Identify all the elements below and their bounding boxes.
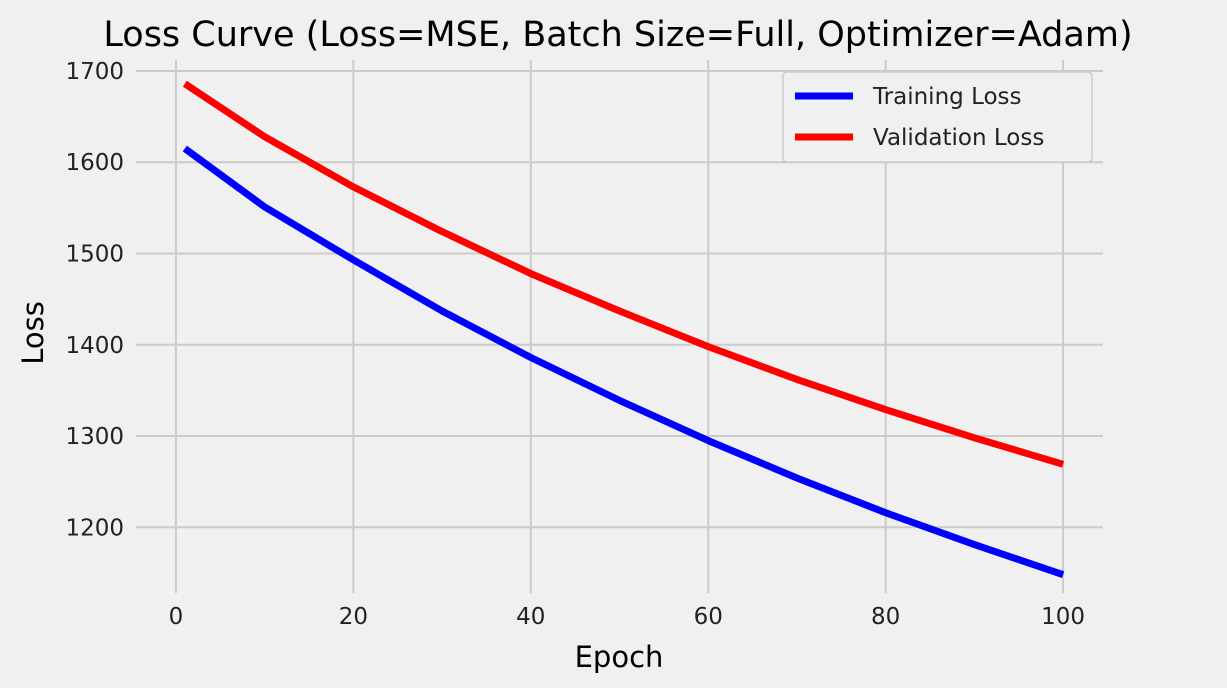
- x-tick-label: 0: [169, 604, 184, 630]
- y-tick-label: 1400: [65, 333, 124, 359]
- y-axis-label: Loss: [16, 301, 50, 365]
- y-tick-label: 1500: [65, 241, 124, 267]
- x-tick-label: 60: [694, 604, 723, 630]
- legend-box: [782, 71, 1093, 163]
- tick-labels: 0 20 40 60 80 100 1200 1300 1400 1500 1600 1700: [65, 59, 1085, 630]
- x-tick-label: 80: [871, 604, 900, 630]
- y-tick-label: 1300: [65, 424, 124, 450]
- series-lines: [182, 80, 1065, 579]
- x-tick-label: 20: [339, 604, 368, 630]
- x-tick-label: 40: [516, 604, 545, 630]
- legend-label: Training Loss: [872, 84, 1022, 110]
- legend: Training Loss Validation Loss: [782, 71, 1093, 163]
- y-tick-label: 1700: [65, 59, 124, 85]
- y-tick-label: 1200: [65, 515, 124, 541]
- x-axis-label: Epoch: [575, 640, 664, 674]
- y-tick-label: 1600: [65, 150, 124, 176]
- legend-label: Validation Loss: [873, 125, 1044, 151]
- x-tick-label: 100: [1041, 604, 1085, 630]
- chart-title: Loss Curve (Loss=MSE, Batch Size=Full, O…: [103, 15, 1132, 55]
- series-line-training-loss: [182, 145, 1065, 579]
- series-line-validation-loss: [182, 80, 1065, 468]
